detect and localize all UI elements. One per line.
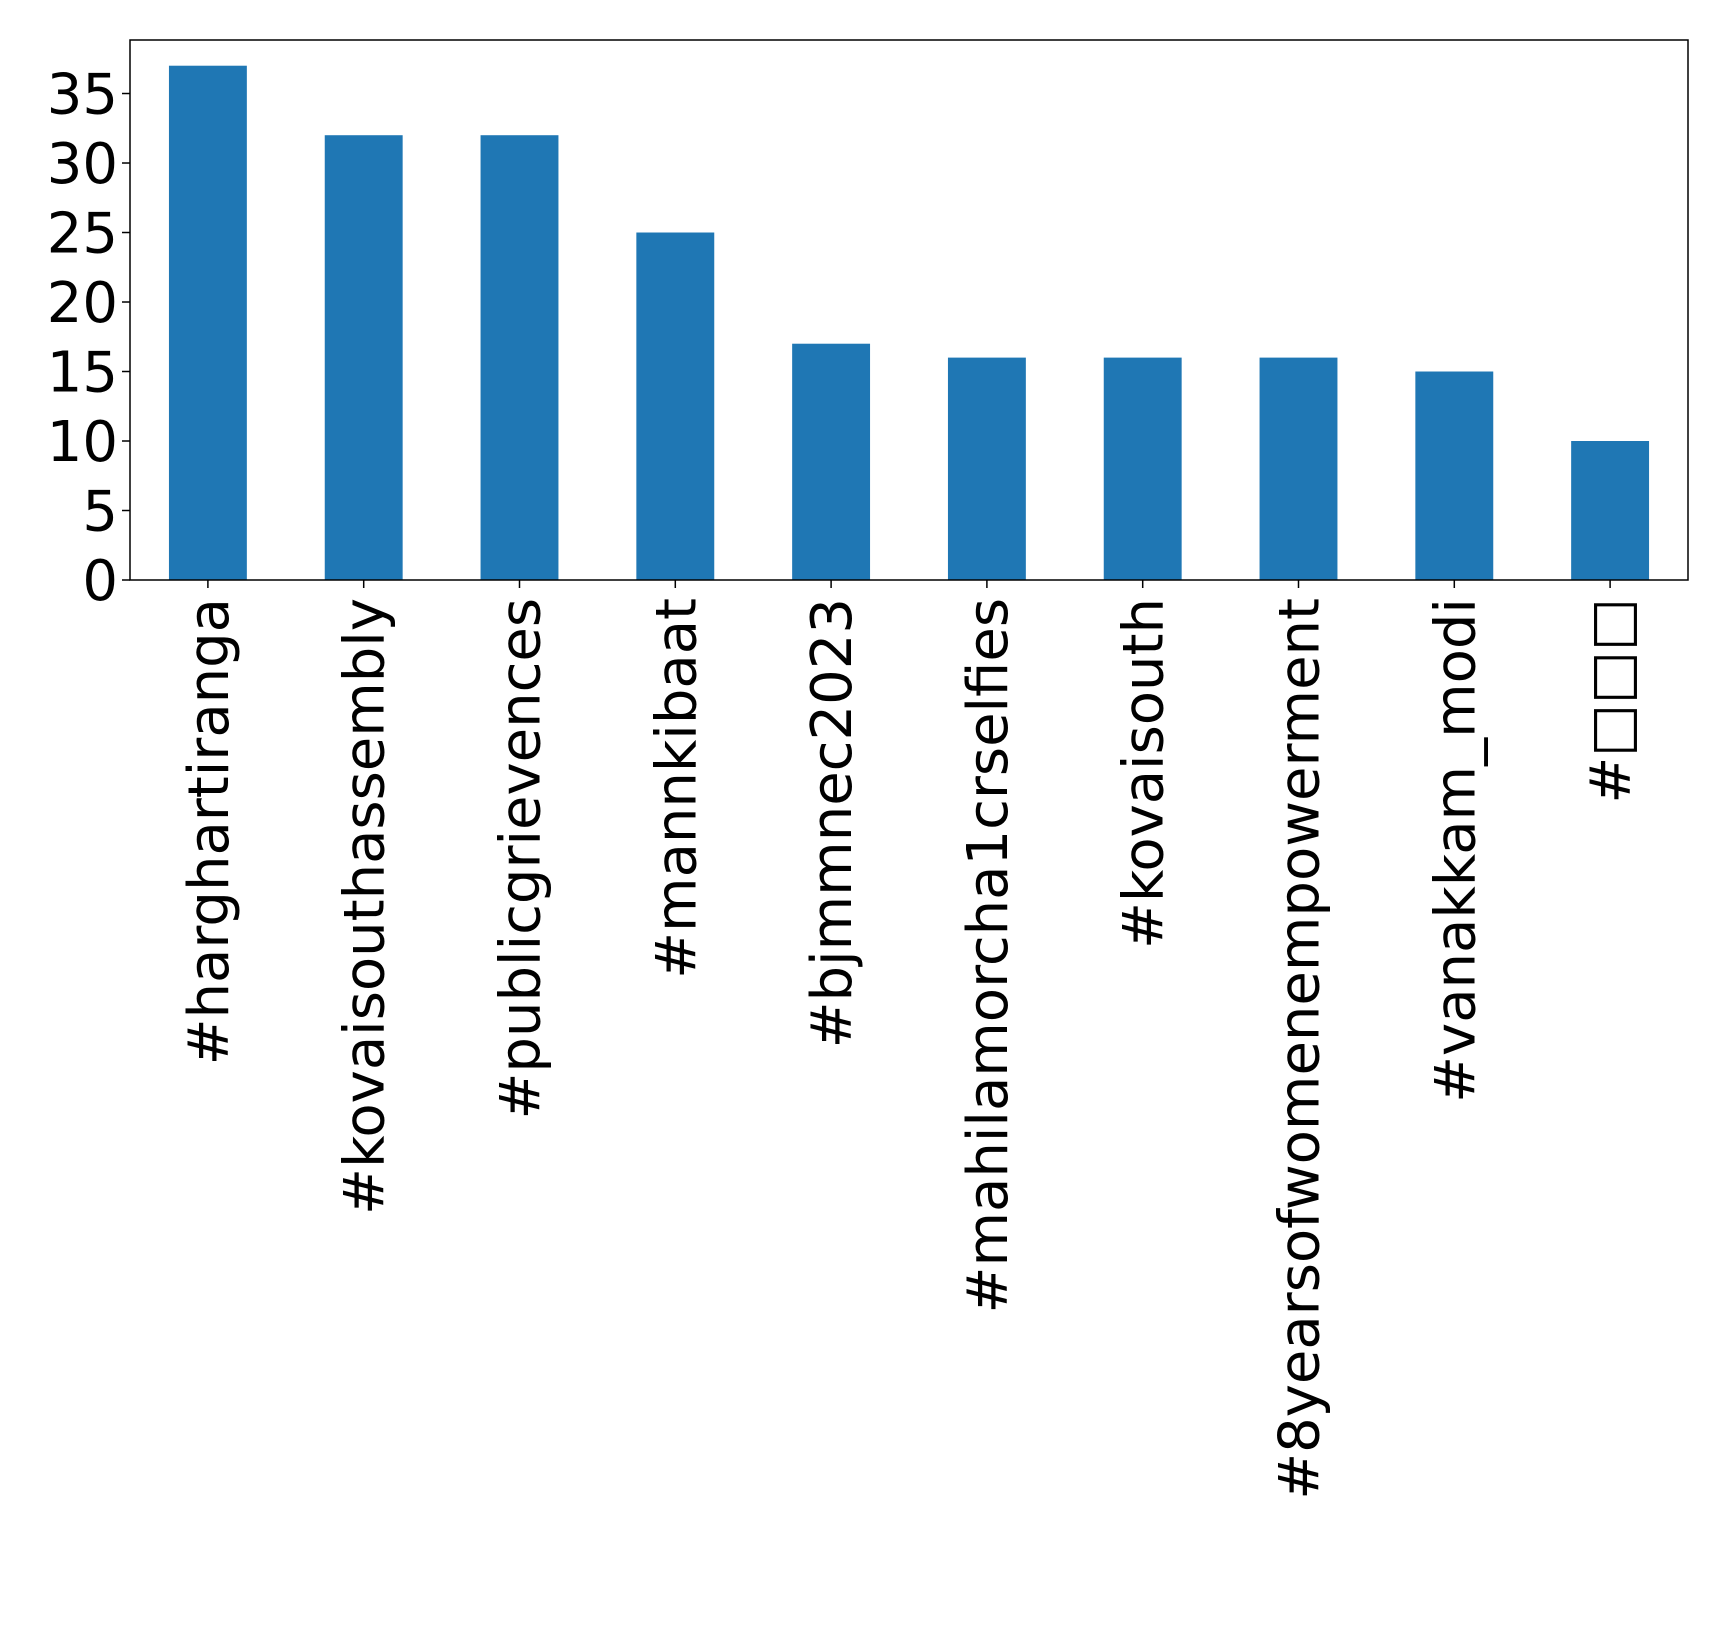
- bar-5: [947, 357, 1026, 580]
- x-tick-label: #publicgrievences: [489, 598, 554, 1120]
- bar-7: [1259, 357, 1338, 580]
- bar-1: [324, 135, 403, 580]
- x-tick-label: #harghartiranga: [177, 598, 242, 1065]
- y-tick-label: 20: [47, 271, 118, 336]
- bar-4: [792, 343, 871, 580]
- y-tick-label: 0: [82, 549, 118, 614]
- y-tick-label: 15: [47, 341, 118, 406]
- x-axis: #harghartiranga #kovaisouthassembly #publi…: [177, 580, 1644, 1500]
- bar-2: [480, 135, 559, 580]
- y-tick-label: 30: [47, 132, 118, 197]
- y-tick-label: 35: [47, 63, 118, 128]
- x-tick-label: #kovaisouthassembly: [333, 598, 398, 1215]
- y-tick-label: 25: [47, 202, 118, 267]
- y-tick-label: 5: [82, 480, 118, 545]
- bar-9: [1571, 441, 1650, 580]
- x-tick-label: #bjmmnec2023: [800, 598, 865, 1048]
- bar-0: [168, 65, 247, 580]
- plot-frame: [129, 39, 1689, 581]
- bar-6: [1103, 357, 1182, 580]
- x-tick-label: #kovaisouth: [1112, 598, 1177, 949]
- y-tick-label: 10: [47, 410, 118, 475]
- bars-layer: [168, 65, 1650, 580]
- bar-8: [1415, 371, 1494, 580]
- x-tick-label: #□□□: [1579, 598, 1644, 804]
- x-tick-label: #mannkibaat: [644, 598, 709, 979]
- x-tick-label: #vanakkam_modi: [1423, 598, 1488, 1103]
- bar-3: [636, 232, 715, 580]
- x-tick-label: #mahilamorcha1crselfies: [956, 598, 1021, 1313]
- x-tick-label: #8yearsofwomenempowerment: [1268, 598, 1333, 1500]
